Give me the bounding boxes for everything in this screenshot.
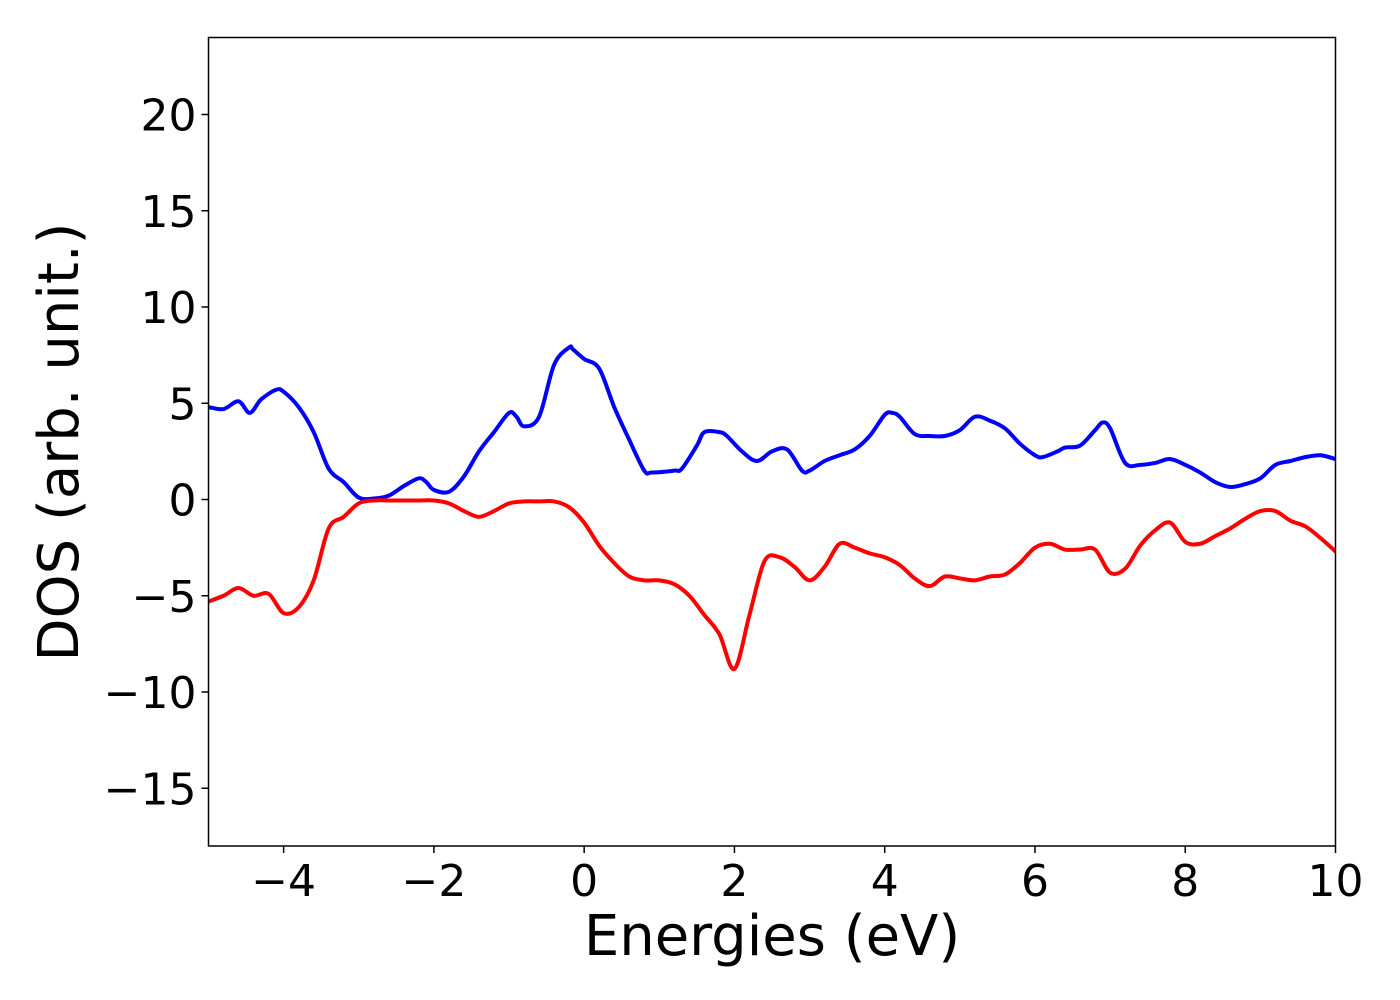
series-line-red xyxy=(208,498,1336,671)
x-tick-label: 0 xyxy=(570,856,598,907)
x-axis-ticks: −4 −2 0 2 4 6 8 10 xyxy=(251,846,1364,907)
plot-frame xyxy=(207,36,1337,847)
x-axis-label: Energies (eV) xyxy=(584,904,960,969)
y-tick-label: 20 xyxy=(141,91,197,142)
y-tick-label: 10 xyxy=(141,283,197,334)
x-tick-label: 8 xyxy=(1171,856,1199,907)
x-tick-label: −4 xyxy=(251,856,316,907)
x-tick-label: 4 xyxy=(871,856,899,907)
x-tick-label: 10 xyxy=(1308,856,1364,907)
y-tick-label: −10 xyxy=(104,668,197,719)
y-axis-ticks: −15 −10 −5 0 5 10 15 20 xyxy=(104,91,209,815)
series-line-blue xyxy=(208,344,1336,502)
y-tick-label: 0 xyxy=(169,476,197,527)
y-tick-label: 15 xyxy=(141,187,197,238)
series-layer xyxy=(208,344,1336,671)
y-axis-label: DOS (arb. unit.) xyxy=(27,222,92,661)
x-tick-label: 2 xyxy=(720,856,748,907)
y-tick-label: −15 xyxy=(104,764,197,815)
x-tick-label: 6 xyxy=(1021,856,1049,907)
x-tick-label: −2 xyxy=(401,856,466,907)
y-tick-label: 5 xyxy=(169,379,197,430)
y-tick-label: −5 xyxy=(132,572,197,623)
